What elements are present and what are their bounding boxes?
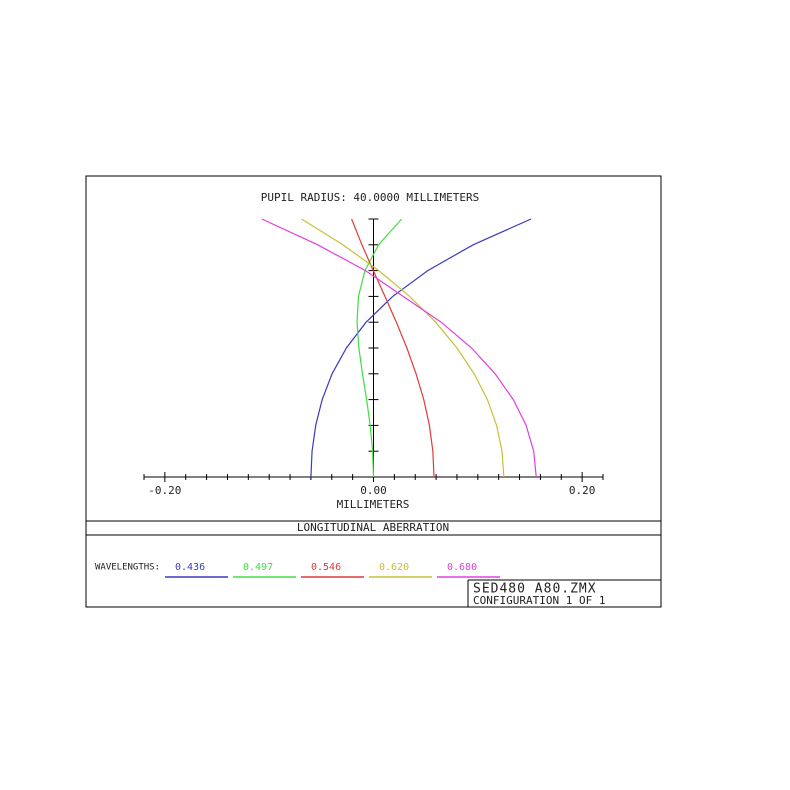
x-tick-label: 0.00 [360,484,387,497]
x-axis-label: MILLIMETERS [337,498,410,511]
aberration-curve [310,218,532,478]
configuration: CONFIGURATION 1 OF 1 [473,594,605,607]
legend-label: 0.436 [175,562,205,573]
subtitle: LONGITUDINAL ABERRATION [297,521,449,534]
aberration-curve [301,218,505,478]
legend-label: 0.497 [243,562,273,573]
x-tick-label: 0.20 [569,484,596,497]
chart-title: PUPIL RADIUS: 40.0000 MILLIMETERS [261,191,480,204]
legend-label: 0.620 [379,562,409,573]
legend-title: WAVELENGTHS: [95,563,160,573]
file-name: SED480 A80.ZMX [473,582,597,597]
aberration-curve [356,218,403,478]
aberration-curve [261,218,537,478]
legend-label: 0.680 [447,562,477,573]
x-tick-label: -0.20 [148,484,181,497]
aberration-curve [351,218,435,478]
legend-label: 0.546 [311,562,341,573]
plot-frame [85,175,662,608]
